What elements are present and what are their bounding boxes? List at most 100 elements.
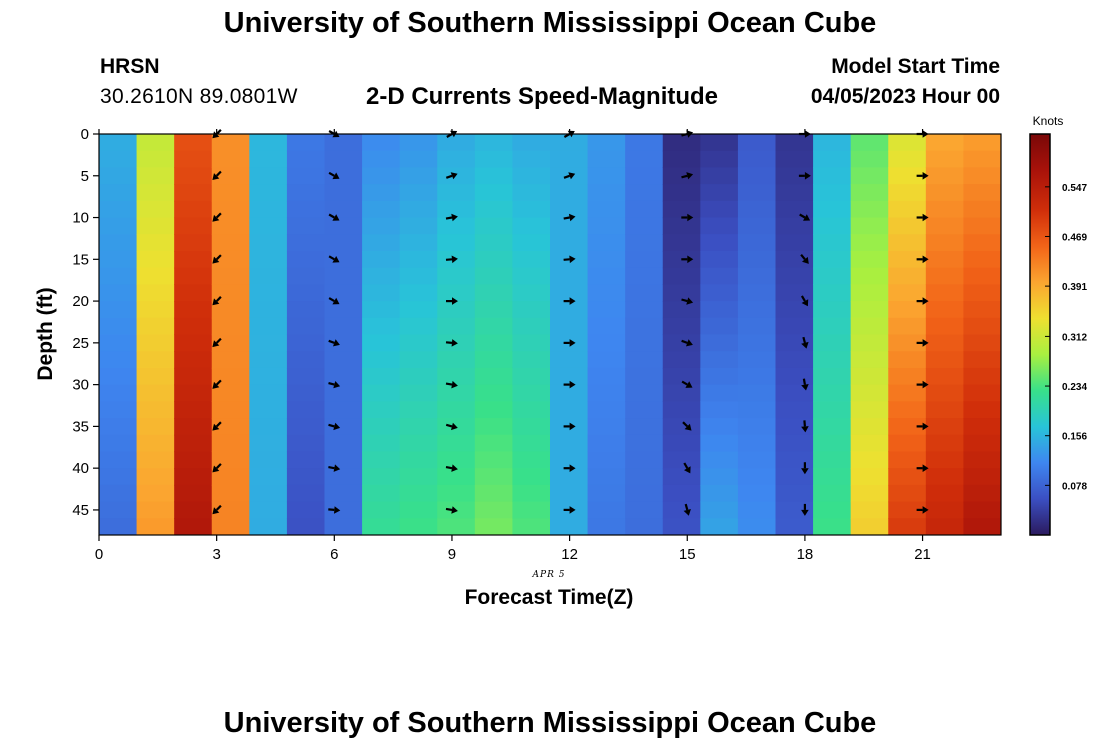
heatmap-cell [888, 501, 927, 519]
heatmap-cell [925, 217, 965, 235]
heatmap-cell [587, 184, 626, 202]
heatmap-cell [437, 234, 476, 252]
heatmap-cell [625, 267, 664, 285]
heatmap-cell [136, 234, 175, 252]
heatmap-cell [625, 317, 664, 336]
x-tick-label: 3 [212, 546, 220, 563]
heatmap-cell [925, 334, 965, 352]
heatmap-cell [963, 234, 1001, 252]
heatmap-cell [174, 468, 213, 486]
heatmap-cell [399, 434, 438, 453]
heatmap-cell [587, 150, 626, 169]
heatmap-cell [362, 334, 401, 352]
heatmap-cell [174, 367, 213, 386]
heatmap-cell [737, 351, 777, 369]
heatmap-cell [925, 184, 965, 202]
heatmap-cell [512, 418, 551, 436]
heatmap-cell [249, 518, 288, 535]
colorbar-label: Knots [1033, 114, 1064, 128]
current-arrow [681, 172, 694, 180]
heatmap-cell [737, 317, 777, 336]
heatmap-cell [174, 217, 213, 235]
heatmap-cell [888, 200, 927, 219]
heatmap-cell [963, 384, 1001, 402]
heatmap-cell [700, 301, 739, 319]
heatmap-cell [474, 200, 514, 219]
heatmap-cell [474, 184, 514, 202]
heatmap-cell [550, 317, 589, 336]
heatmap-cell [174, 451, 213, 469]
heatmap-cell [963, 351, 1001, 369]
y-tick-label: 35 [72, 418, 89, 435]
heatmap-cell [662, 150, 701, 169]
heatmap-cell [813, 351, 852, 369]
heatmap-cell [850, 134, 889, 152]
heatmap-cell [700, 384, 739, 402]
heatmap-cell [662, 501, 701, 519]
heatmap-cell [174, 134, 213, 152]
heatmap-cell [99, 451, 138, 469]
heatmap-cell [550, 234, 589, 252]
heatmap-cell [362, 384, 401, 402]
heatmap-cell [211, 267, 250, 285]
plot-frame [98, 133, 1002, 536]
y-axis-label: Depth (ft) [34, 287, 57, 380]
heatmap-cell [136, 334, 175, 352]
y-tick-label: 40 [72, 460, 89, 477]
heatmap-cell [474, 250, 514, 269]
heatmap-cell [512, 234, 551, 252]
y-tick-label: 45 [72, 502, 89, 519]
heatmap-cell [474, 234, 514, 252]
heatmap-cell [963, 367, 1001, 386]
heatmap-cell [888, 167, 927, 185]
heatmap-cell [850, 234, 889, 252]
heatmap-cell [399, 468, 438, 486]
heatmap-cell [813, 167, 852, 185]
heatmap-cell [625, 234, 664, 252]
heatmap-cell [474, 317, 514, 336]
current-arrow [212, 254, 222, 264]
date-label: APR 5 [532, 570, 566, 580]
heatmap-cell [813, 451, 852, 469]
x-tick-label: 18 [797, 546, 814, 563]
heatmap-cell [587, 167, 626, 185]
heatmap-cell [587, 134, 626, 152]
heatmap-cell [249, 250, 288, 269]
heatmap-cell [249, 334, 288, 352]
heatmap-cell [550, 484, 589, 503]
heatmap-cell [474, 301, 514, 319]
heatmap-cell [362, 267, 401, 285]
heatmap-cell [587, 451, 626, 469]
heatmap-cell [737, 267, 777, 285]
heatmap-cell [324, 234, 363, 252]
heatmap-cell [700, 468, 739, 486]
heatmap-cell [587, 418, 626, 436]
current-arrow [212, 212, 222, 222]
heatmap-cell [399, 234, 438, 252]
heatmap-cell [700, 367, 739, 386]
heatmap-cell [813, 217, 852, 235]
heatmap-cell [362, 401, 401, 419]
heatmap-cell [211, 150, 250, 169]
heatmap-cell [850, 284, 889, 302]
heatmap-cell [249, 150, 288, 169]
heatmap-cell [662, 518, 701, 535]
heatmap-cell [99, 468, 138, 486]
heatmap-cell [550, 384, 589, 402]
heatmap-cell [324, 401, 363, 419]
heatmap-cell [850, 501, 889, 519]
heatmap-cell [211, 234, 250, 252]
heatmap-cell [888, 484, 927, 503]
heatmap-cell [249, 468, 288, 486]
heatmap-cell [925, 518, 965, 535]
heatmap-cell [474, 401, 514, 419]
heatmap-cell [399, 134, 438, 152]
heatmap-cell [324, 217, 363, 235]
chart-title-bottom: University of Southern Mississippi Ocean… [223, 707, 877, 739]
heatmap-cell [888, 284, 927, 302]
heatmap-cell [888, 217, 927, 235]
heatmap-cell [512, 301, 551, 319]
heatmap-cell [174, 484, 213, 503]
heatmap-cell [399, 501, 438, 519]
station-coordinates: 30.2610N 89.0801W [100, 85, 298, 108]
